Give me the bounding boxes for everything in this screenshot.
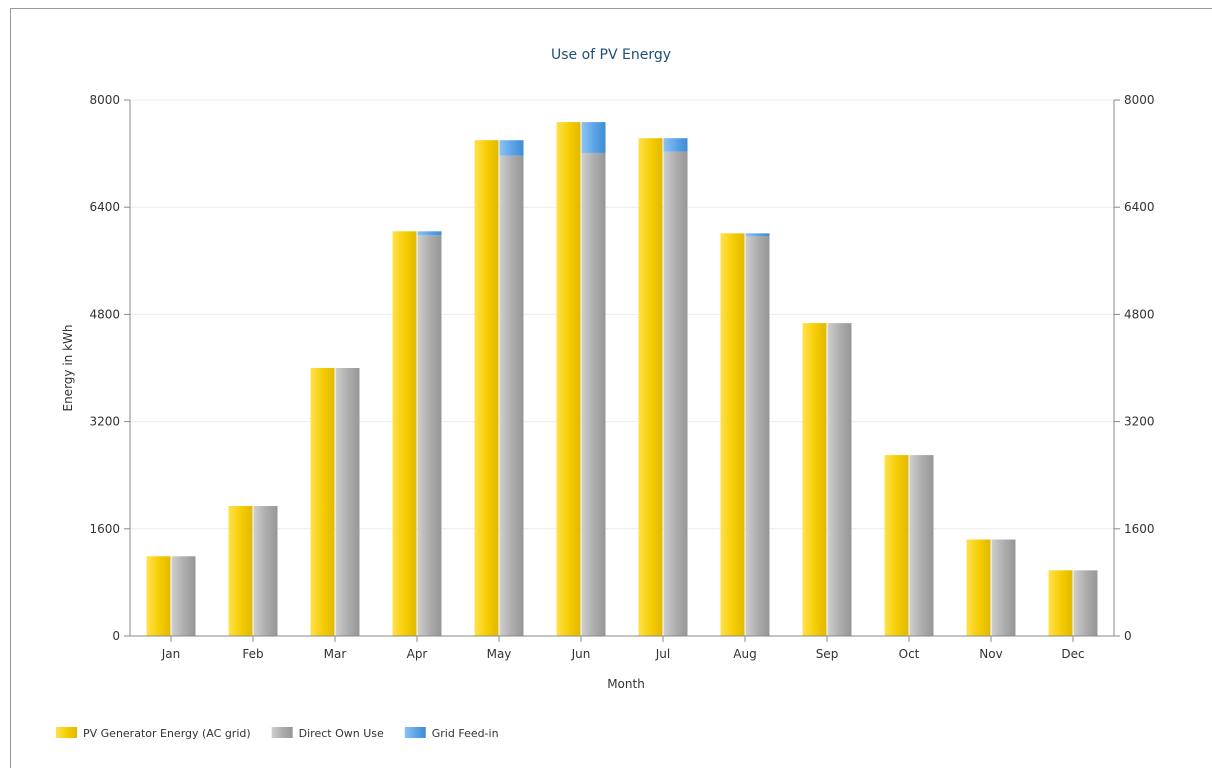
bar-grid-feed-in <box>745 233 770 237</box>
bar-direct-own-use <box>991 539 1016 636</box>
bar-grid-feed-in <box>581 122 606 153</box>
y2-tick-label: 6400 <box>1124 200 1155 214</box>
x-axis-label: Month <box>607 677 645 691</box>
bars <box>146 122 1098 637</box>
y-tick-label: 0 <box>112 629 120 643</box>
bar-direct-own-use <box>663 151 688 636</box>
x-tick-label: Apr <box>407 647 428 661</box>
bar-pv-generator-energy <box>884 455 909 636</box>
bar-direct-own-use <box>499 155 524 637</box>
y2-tick-label: 0 <box>1124 629 1132 643</box>
legend-label: Grid Feed-in <box>432 727 499 740</box>
bar-direct-own-use <box>171 556 196 636</box>
y-axis-label: Energy in kWh <box>61 325 75 412</box>
bar-pv-generator-energy <box>392 231 417 636</box>
bar-direct-own-use <box>745 236 770 636</box>
y2-tick-label: 8000 <box>1124 93 1155 107</box>
bar-grid-feed-in <box>663 138 688 152</box>
bar-pv-generator-energy <box>474 140 499 636</box>
legend-swatch <box>271 727 293 738</box>
bar-pv-generator-energy <box>720 233 745 636</box>
y-tick-label: 4800 <box>89 307 120 321</box>
bar-pv-generator-energy <box>966 539 991 636</box>
bar-direct-own-use <box>417 235 442 636</box>
x-tick-label: Feb <box>242 647 263 661</box>
x-tick-label: Jun <box>571 647 591 661</box>
y-tick-label: 1600 <box>89 522 120 536</box>
bar-pv-generator-energy <box>638 138 663 636</box>
bar-pv-generator-energy <box>556 122 581 637</box>
bar-direct-own-use <box>909 455 934 636</box>
bar-pv-generator-energy <box>310 368 335 636</box>
bar-pv-generator-energy <box>146 556 171 636</box>
legend-label: Direct Own Use <box>299 727 384 740</box>
x-tick-label: Sep <box>816 647 839 661</box>
legend: PV Generator Energy (AC grid) Direct Own … <box>56 727 499 740</box>
x-tick-label: Oct <box>899 647 920 661</box>
legend-swatch <box>404 727 426 738</box>
bar-direct-own-use <box>1073 570 1098 636</box>
bar-direct-own-use <box>335 368 360 636</box>
axes: 0 0 1600 1600 3200 3200 4800 4800 6400 6400 8000 80… <box>89 93 1154 661</box>
y-tick-label: 3200 <box>89 415 120 429</box>
bar-direct-own-use <box>827 323 852 636</box>
chart-frame <box>10 8 1212 768</box>
x-tick-label: Aug <box>733 647 756 661</box>
bar-direct-own-use <box>581 152 606 636</box>
legend-label: PV Generator Energy (AC grid) <box>83 727 251 740</box>
bar-pv-generator-energy <box>228 506 253 636</box>
y2-tick-label: 1600 <box>1124 522 1155 536</box>
bar-grid-feed-in <box>499 140 524 156</box>
x-tick-label: May <box>487 647 512 661</box>
bar-pv-generator-energy <box>802 323 827 636</box>
y-tick-label: 8000 <box>89 93 120 107</box>
chart-title: Use of PV Energy <box>551 47 671 63</box>
bar-grid-feed-in <box>417 231 442 236</box>
y2-tick-label: 3200 <box>1124 415 1155 429</box>
y2-tick-label: 4800 <box>1124 307 1155 321</box>
x-tick-label: Mar <box>324 647 347 661</box>
y-tick-label: 6400 <box>89 200 120 214</box>
bar-direct-own-use <box>253 506 278 636</box>
x-tick-label: Dec <box>1061 647 1084 661</box>
x-tick-label: Jan <box>161 647 181 661</box>
x-tick-label: Jul <box>655 647 670 661</box>
gridlines <box>130 99 1114 530</box>
bar-pv-generator-energy <box>1048 570 1073 636</box>
x-tick-label: Nov <box>979 647 1002 661</box>
legend-swatch <box>56 727 77 738</box>
